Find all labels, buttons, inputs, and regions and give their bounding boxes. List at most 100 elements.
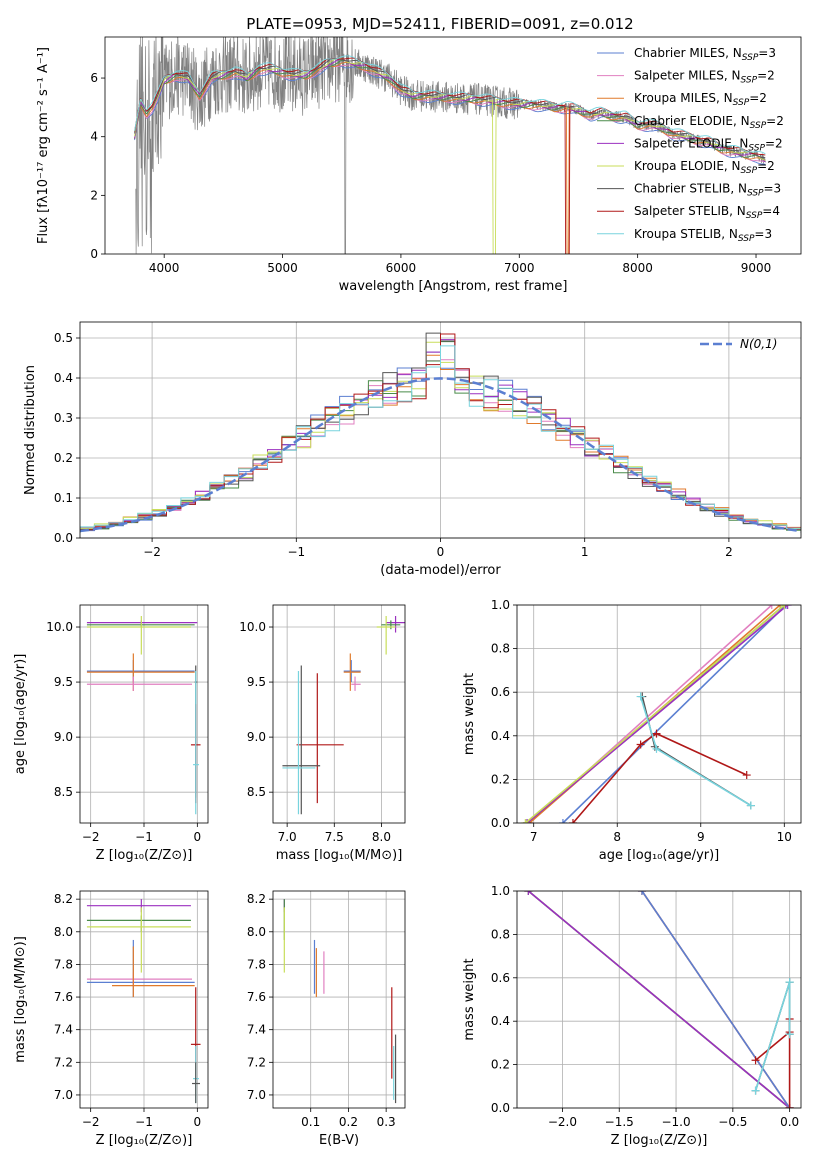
y-tick-label: 7.6	[247, 990, 266, 1004]
y-tick-label: 0.4	[54, 371, 73, 385]
y-axis-label: mass [log₁₀(M/M⊙)]	[13, 936, 28, 1063]
x-axis-label: Z [log₁₀(Z/Z⊙)]	[96, 1133, 193, 1148]
weight-marker-chabrier_miles	[558, 819, 567, 823]
x-tick-label: 2	[725, 545, 733, 559]
x-tick-label: 7.5	[325, 830, 344, 844]
y-tick-label: 7.2	[247, 1055, 266, 1069]
age_vs_mass-frame	[272, 604, 406, 824]
y-tick-label: 6	[90, 71, 98, 85]
weight-marker-salpeter_elodie	[783, 605, 792, 609]
spectrum-frame	[104, 36, 802, 255]
y-tick-label: 7.4	[247, 1023, 266, 1037]
x-tick-label: 9	[697, 830, 705, 844]
mass_vs_Z-points	[86, 899, 201, 1104]
x-tick-label: −1.5	[605, 1115, 634, 1129]
mass_vs_ebv-points	[283, 899, 397, 1104]
y-tick-label: 9.5	[54, 675, 73, 689]
y-tick-label: 7.0	[247, 1088, 266, 1102]
weight_vs_age-frame	[516, 604, 802, 824]
y-tick-label: 7.8	[247, 957, 266, 971]
x-tick-label: 8	[613, 830, 621, 844]
age_vs_mass-points	[282, 616, 405, 815]
mass_vs_ebv-axes	[269, 891, 405, 1112]
x-tick-label: −2	[82, 830, 100, 844]
weight_vs_age-lines	[521, 605, 792, 823]
figure-title: PLATE=0953, MJD=52411, FIBERID=0091, z=0…	[246, 15, 633, 33]
mass_vs_Z-frame	[79, 890, 209, 1109]
age_vs_Z-axes	[76, 605, 208, 827]
x-tick-label: −1	[287, 545, 305, 559]
x-tick-label: 0	[437, 545, 445, 559]
x-tick-label: −1	[135, 1115, 153, 1129]
y-tick-label: 8.5	[54, 785, 73, 799]
y-tick-label: 0.0	[491, 816, 510, 830]
x-axis-label: wavelength [Angstrom, rest frame]	[339, 279, 568, 294]
x-axis-label: mass [log₁₀(M/M⊙)]	[276, 848, 403, 863]
mass_vs_Z-axes	[76, 891, 208, 1112]
y-tick-label: 2	[90, 188, 98, 202]
y-tick-label: 10.0	[46, 620, 73, 634]
x-tick-label: 0.3	[377, 1115, 396, 1129]
weight-marker-kroupa_stelib	[652, 744, 661, 753]
y-tick-label: 8.5	[247, 785, 266, 799]
y-tick-label: 0.0	[54, 531, 73, 545]
histogram-kroupa_stelib	[80, 345, 801, 530]
y-axis-label: Normed distribution	[23, 365, 38, 495]
legend-entry: Chabrier STELIB, NSSP=3	[634, 182, 781, 199]
weight-line-salpeter_stelib	[572, 732, 748, 823]
x-tick-label: −1	[135, 830, 153, 844]
y-tick-label: 0.6	[491, 971, 510, 985]
weight-marker-kroupa_stelib	[636, 692, 645, 701]
residuals-frame	[79, 321, 802, 539]
y-tick-label: 8.2	[247, 892, 266, 906]
y-tick-label: 0.3	[54, 411, 73, 425]
spectrum-legend: Chabrier MILES, NSSP=3 Salpeter MILES, NS…	[597, 46, 784, 244]
weight-marker-salpeter_stelib	[785, 1104, 794, 1108]
x-tick-label: 7000	[504, 261, 535, 275]
x-tick-label: 1	[581, 545, 589, 559]
y-tick-label: 1.0	[491, 598, 510, 612]
y-tick-label: 8.0	[247, 925, 266, 939]
y-tick-label: 1.0	[491, 884, 510, 898]
weight-marker-kroupa_stelib	[785, 978, 794, 987]
weight-marker-salpeter_elodie	[523, 819, 532, 823]
mass_vs_ebv-frame	[272, 890, 406, 1109]
x-tick-label: 7.0	[278, 830, 297, 844]
y-tick-label: 0.4	[491, 1014, 510, 1028]
y-tick-label: 10.0	[239, 620, 266, 634]
y-tick-label: 0.6	[491, 685, 510, 699]
x-tick-label: 0	[194, 1115, 202, 1129]
weight-marker-chabrier_miles	[781, 605, 790, 609]
y-axis-label: mass weight	[462, 673, 477, 755]
x-tick-label: −2	[143, 545, 161, 559]
y-tick-label: 7.4	[54, 1023, 73, 1037]
histograms	[80, 332, 801, 533]
legend-entry: Salpeter STELIB, NSSP=4	[634, 204, 780, 221]
weight-marker-salpeter_miles	[767, 605, 776, 609]
weight_vs_Z-frame	[516, 890, 802, 1109]
y-tick-label: 0	[90, 247, 98, 261]
y-tick-label: 9.0	[247, 730, 266, 744]
x-tick-label: 5000	[267, 261, 298, 275]
weight-marker-salpeter_elodie	[524, 891, 533, 895]
spectrum-plot	[134, 37, 766, 254]
x-tick-label: −2.0	[548, 1115, 577, 1129]
y-tick-label: 9.5	[247, 675, 266, 689]
age_vs_Z-frame	[79, 604, 209, 824]
y-axis-label: mass weight	[462, 958, 477, 1040]
y-tick-label: 0.8	[491, 642, 510, 656]
model-spectrum-kroupa_stelib	[134, 55, 766, 155]
x-axis-label: age [log₁₀(age/yr)]	[599, 848, 720, 863]
y-tick-label: 7.2	[54, 1055, 73, 1069]
x-axis-label: E(B-V)	[319, 1133, 359, 1148]
weight-marker-salpeter_stelib	[751, 1056, 760, 1065]
weight-line-kroupa_elodie	[524, 605, 785, 823]
x-tick-label: −2	[82, 1115, 100, 1129]
x-tick-label: 10	[777, 830, 792, 844]
y-tick-label: 9.0	[54, 730, 73, 744]
x-tick-label: 7	[530, 830, 538, 844]
weight-marker-kroupa_elodie	[780, 605, 789, 609]
weight-marker-salpeter_stelib	[652, 729, 661, 738]
x-tick-label: 4000	[149, 261, 180, 275]
